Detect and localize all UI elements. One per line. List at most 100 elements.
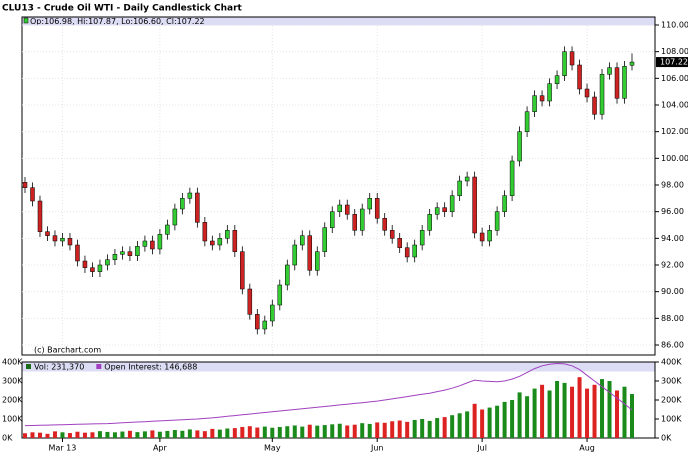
- volume-bar: [607, 381, 612, 438]
- header-band: [22, 17, 655, 26]
- volume-bar: [435, 418, 440, 438]
- volume-bar: [510, 400, 515, 438]
- volume-bar: [150, 430, 155, 438]
- candle-body: [344, 204, 350, 215]
- candle-body: [457, 180, 462, 196]
- candle-body: [285, 264, 290, 286]
- candle-body: [60, 238, 65, 242]
- volume-bar: [60, 432, 65, 438]
- volume-bar: [82, 432, 87, 438]
- volume-bar: [142, 431, 147, 438]
- volume-bar: [105, 431, 110, 438]
- x-tick-label: Jun: [370, 444, 384, 453]
- volume-bar: [480, 409, 485, 438]
- candle-body: [374, 198, 380, 219]
- volume-bar: [285, 426, 290, 438]
- candle-body: [67, 238, 73, 246]
- candle-body: [240, 251, 245, 290]
- volume-bar: [202, 431, 207, 438]
- volume-bar: [615, 390, 620, 438]
- volume-tick-label-left: 0K: [2, 434, 13, 443]
- volume-bar: [67, 433, 72, 438]
- y-tick-label: 92.00: [661, 261, 684, 270]
- volume-bar: [375, 422, 380, 438]
- legend-swatch: [26, 364, 31, 369]
- candle-body: [427, 214, 432, 231]
- candle-body: [487, 230, 492, 242]
- volume-bar: [397, 420, 402, 438]
- candle-body: [532, 95, 537, 112]
- volume-bar: [210, 428, 215, 438]
- candle-body: [292, 244, 298, 266]
- candle-body: [449, 195, 455, 212]
- candle-body: [187, 192, 193, 199]
- volume-bar: [562, 382, 567, 438]
- x-tick-label: Aug: [579, 444, 595, 453]
- volume-bar: [195, 430, 200, 438]
- candle-body: [82, 260, 88, 268]
- candle-body: [142, 240, 148, 247]
- volume-bar: [225, 428, 230, 438]
- volume-bar: [322, 425, 327, 438]
- volume-bar: [487, 407, 492, 438]
- candle-body: [30, 187, 35, 202]
- volume-bar: [495, 405, 500, 438]
- volume-bar: [300, 426, 305, 438]
- candle-body: [614, 67, 620, 99]
- candle-body: [165, 224, 170, 235]
- volume-bar: [277, 426, 282, 438]
- last-price-label: 107.22: [660, 58, 688, 67]
- price-panel: [21, 16, 656, 356]
- volume-bar: [540, 384, 545, 438]
- candle-body: [105, 259, 110, 266]
- candle-body: [359, 208, 365, 231]
- volume-bar: [330, 424, 335, 438]
- candle-body: [592, 96, 597, 115]
- volume-bar: [390, 421, 395, 438]
- candle-body: [509, 160, 515, 196]
- volume-bar: [547, 390, 552, 438]
- candle-body: [337, 204, 342, 212]
- candle-body: [127, 251, 133, 256]
- candle-body: [225, 230, 230, 239]
- volume-bar: [585, 388, 590, 438]
- legend-swatch: [96, 364, 102, 369]
- candle-body: [120, 251, 125, 255]
- candle-body: [629, 61, 635, 66]
- volume-bar: [420, 419, 425, 438]
- volume-bar: [172, 430, 177, 438]
- y-tick-label: 86.00: [661, 341, 684, 350]
- y-tick-label: 104.00: [661, 101, 688, 110]
- volume-bar: [457, 413, 462, 438]
- y-tick-label: 100.00: [661, 154, 688, 163]
- legend-label: Vol: 231,370: [34, 363, 84, 372]
- volume-bar: [315, 425, 320, 438]
- volume-bar: [570, 386, 575, 438]
- y-tick-label: 102.00: [661, 127, 688, 136]
- candle-body: [517, 131, 522, 162]
- candle-body: [52, 235, 58, 242]
- candle-body: [539, 95, 545, 102]
- volume-bar: [187, 429, 192, 438]
- volume-bar: [465, 411, 470, 438]
- volume-bar: [352, 424, 357, 438]
- y-tick-label: 90.00: [661, 287, 684, 296]
- candle-body: [352, 214, 357, 231]
- volume-bar: [427, 420, 432, 438]
- volume-bar: [37, 432, 42, 438]
- candle-body: [367, 198, 372, 210]
- candle-body: [434, 207, 440, 215]
- volume-bar: [112, 432, 117, 438]
- candle-body: [607, 67, 612, 75]
- volume-bar: [165, 430, 170, 438]
- legend-label: Open Interest: 146,688: [104, 363, 197, 372]
- candle-body: [494, 211, 500, 231]
- x-tick-label: Mar 13: [49, 444, 77, 453]
- volume-tick-label: 200K: [661, 396, 682, 405]
- ohlc-header: Op:106.98, Hi:107.87, Lo:106.60, Cl:107.…: [30, 17, 205, 26]
- candle-body: [599, 74, 605, 115]
- volume-tick-label-left: 400K: [2, 358, 23, 367]
- y-tick-label: 106.00: [661, 74, 688, 83]
- candle-body: [554, 75, 560, 84]
- candle-body: [419, 230, 425, 246]
